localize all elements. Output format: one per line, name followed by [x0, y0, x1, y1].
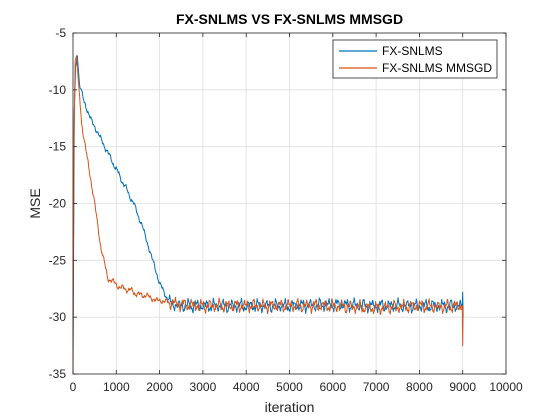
x-axis-title: iteration: [265, 399, 315, 415]
x-tick-label: 0: [70, 380, 77, 394]
x-tick-label: 9000: [449, 380, 476, 394]
y-tick-label: -15: [49, 140, 67, 154]
y-tick-label: -35: [49, 367, 67, 381]
x-tick-label: 1000: [103, 380, 130, 394]
y-tick-label: -20: [49, 197, 67, 211]
chart-title: FX-SNLMS VS FX-SNLMS MMSGD: [176, 11, 403, 27]
x-tick-label: 4000: [233, 380, 260, 394]
x-tick-label: 6000: [319, 380, 346, 394]
y-tick-label: -25: [49, 253, 67, 267]
x-tick-label: 5000: [276, 380, 303, 394]
x-tick-label: 7000: [363, 380, 390, 394]
x-tick-label: 2000: [146, 380, 173, 394]
x-tick-label: 8000: [406, 380, 433, 394]
ticks: 0 1000 2000 3000 4000 5000 6000 7000 8000 9000 100…: [49, 26, 523, 394]
y-axis-title: MSE: [27, 188, 43, 218]
series-line-fx-snlms: [72, 55, 464, 363]
series-layer: [72, 55, 464, 375]
legend-label-fx-snlms: FX-SNLMS: [382, 44, 443, 58]
x-tick-label: 3000: [190, 380, 217, 394]
y-tick-label: -30: [49, 310, 67, 324]
legend-label-fx-snlms-mmsgd: FX-SNLMS MMSGD: [382, 61, 492, 75]
legend: FX-SNLMS FX-SNLMS MMSGD: [332, 39, 498, 79]
x-tick-label: 10000: [489, 380, 523, 394]
y-tick-label: -10: [49, 83, 67, 97]
series-line-fx-snlms-mmsgd: [72, 55, 464, 375]
legend-box: [332, 39, 498, 79]
y-tick-label: -5: [55, 26, 66, 40]
